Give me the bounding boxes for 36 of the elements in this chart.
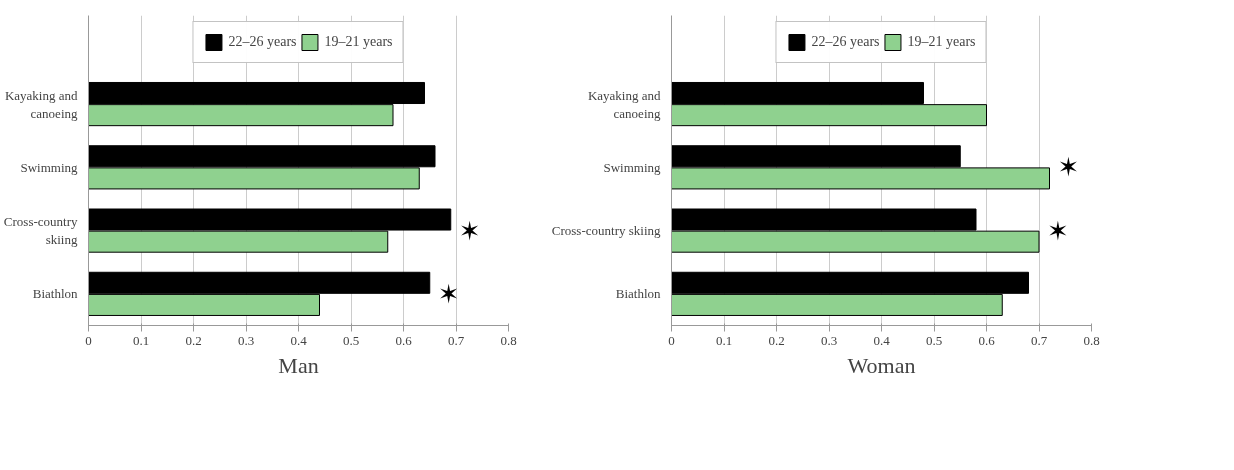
x-tick-label: 0.8 [1083,332,1100,348]
x-tick-label: 0 [85,332,92,348]
legend-label: 22–26 years [228,34,297,50]
x-tick-label: 0.8 [500,332,517,348]
x-tick-label: 0.4 [873,332,891,348]
x-tick-label: 0.6 [395,332,413,348]
annotation: ✶ [1047,215,1069,246]
y-tick-label: Kayaking and canoeing [587,87,661,121]
legend-label: 19–21 years [324,34,393,50]
x-axis-title: Woman [847,352,916,378]
y-tick-label: Cross-country skiing [3,214,78,248]
x-tick-label: 0.3 [820,332,838,348]
x-tick-label: 0 [668,332,675,348]
x-tick-label: 0.5 [925,332,943,348]
y-tick-label: Swimming [20,159,78,175]
annotation: ✶ [1057,152,1080,183]
y-tick-label: Biathlon [615,286,661,302]
x-tick-label: 0.2 [185,332,202,348]
x-tick-label: 0.5 [342,332,360,348]
x-axis-title: Man [278,352,319,378]
x-tick-label: 0.4 [290,332,308,348]
y-tick-label: Kayaking and canoeing [4,87,78,121]
annotation: ✶ [458,215,481,246]
x-tick-label: 0.1 [715,332,733,348]
y-tick-label: Swimming [603,159,661,175]
x-tick-label: 0.2 [768,332,785,348]
x-tick-label: 0.3 [237,332,255,348]
x-tick-label: 0.7 [447,332,465,348]
legend-label: 19–21 years [907,34,976,50]
x-tick-label: 0.7 [1030,332,1048,348]
x-tick-label: 0.1 [132,332,150,348]
legend-label: 22–26 years [811,34,880,50]
x-tick-label: 0.6 [978,332,996,348]
y-tick-label: Biathlon [32,286,78,302]
y-tick-label: Cross-country skiing [551,223,661,239]
annotation: ✶ [437,278,460,309]
